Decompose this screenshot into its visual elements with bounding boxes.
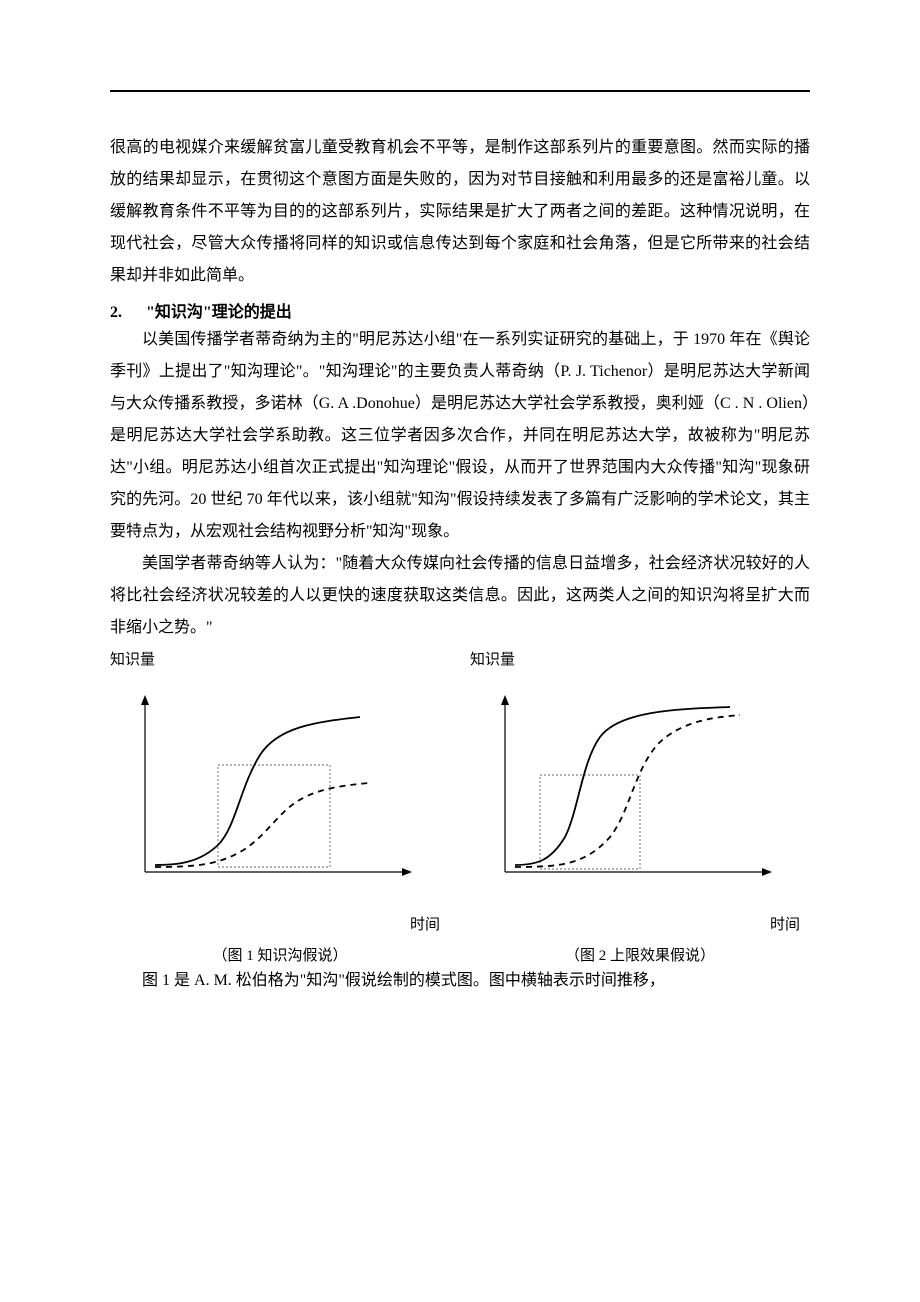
chart-2-xlabel: 时间 <box>470 913 810 934</box>
chart-2-caption: （图 2 上限效果假说） <box>470 944 810 965</box>
chart-2-block: 知识量 时间 <box>470 648 810 934</box>
para4-prefix: 图 1 是 <box>142 972 194 989</box>
heading-text: "知识沟"理论的提出 <box>146 304 292 321</box>
paragraph-4: 图 1 是 A. M. 松伯格为"知沟"假说绘制的模式图。图中横轴表示时间推移， <box>110 965 810 997</box>
document-page: 很高的电视媒介来缓解贫富儿童受教育机会不平等，是制作这部系列片的重要意图。然而实… <box>0 0 920 1057</box>
paragraph-3: 美国学者蒂奇纳等人认为："随着大众传媒向社会传播的信息日益增多，社会经济状况较好… <box>110 548 810 644</box>
chart-2 <box>470 677 810 907</box>
page-top-rule <box>110 90 810 92</box>
caption-row: （图 1 知识沟假说） （图 2 上限效果假说） <box>110 934 810 965</box>
chart-1-xlabel: 时间 <box>110 913 450 934</box>
chart-1 <box>110 677 450 907</box>
chart-1-ylabel: 知识量 <box>110 648 450 669</box>
paragraph-2: 以美国传播学者蒂奇纳为主的"明尼苏达小组"在一系列实证研究的基础上，于 1970… <box>110 324 810 548</box>
chart-2-svg <box>470 677 790 897</box>
para4-rest: 松伯格为"知沟"假说绘制的模式图。图中横轴表示时间推移， <box>236 972 665 989</box>
chart-1-svg <box>110 677 430 897</box>
chart-1-block: 知识量 时间 <box>110 648 450 934</box>
chart-1-caption: （图 1 知识沟假说） <box>110 944 450 965</box>
chart-2-ylabel: 知识量 <box>470 648 810 669</box>
paragraph-1: 很高的电视媒介来缓解贫富儿童受教育机会不平等，是制作这部系列片的重要意图。然而实… <box>110 132 810 292</box>
para4-latin: A. M. <box>194 972 236 989</box>
section-heading-2: 2. "知识沟"理论的提出 <box>110 298 810 322</box>
charts-row: 知识量 时间 知识量 时间 <box>110 648 810 934</box>
heading-number: 2. <box>110 304 122 321</box>
